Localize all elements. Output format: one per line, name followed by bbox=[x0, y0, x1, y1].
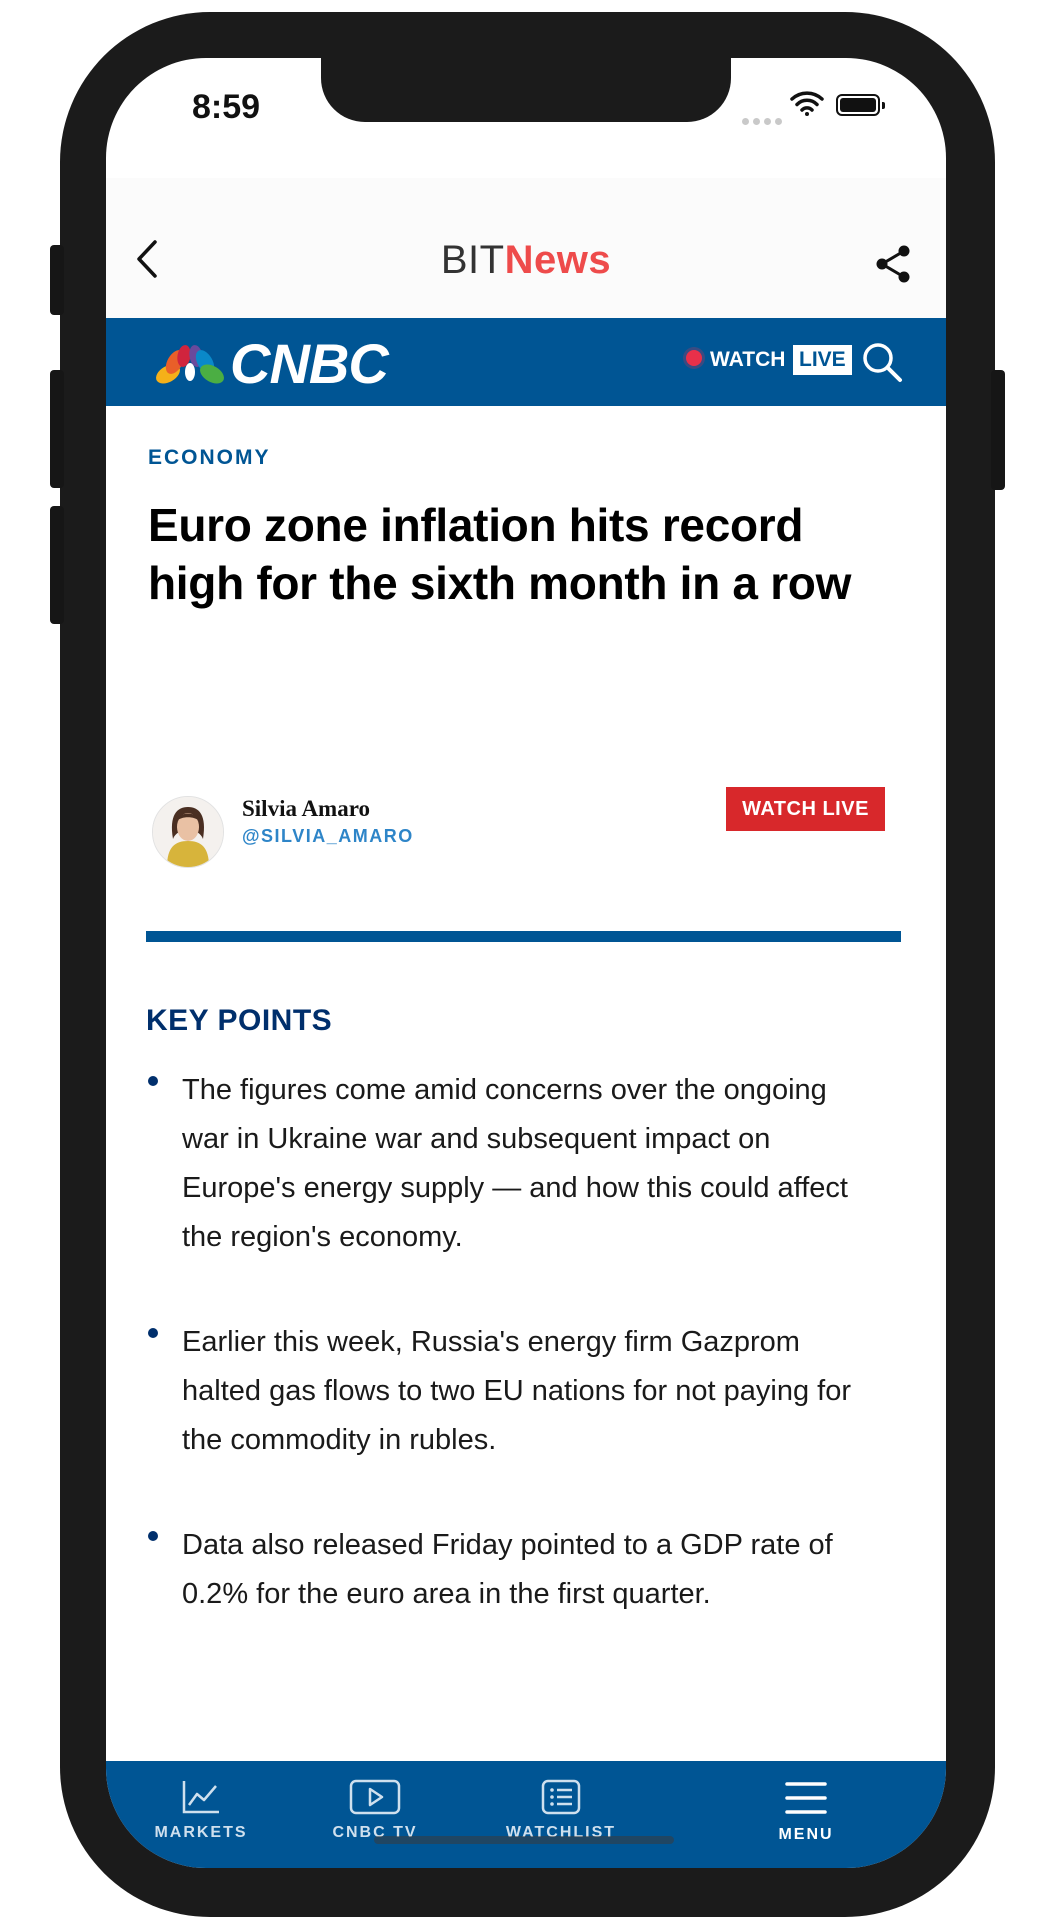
bullet-icon bbox=[148, 1328, 158, 1338]
nbc-peacock-icon bbox=[156, 345, 224, 384]
author-avatar[interactable] bbox=[152, 796, 224, 868]
key-points-title: KEY POINTS bbox=[146, 1004, 333, 1037]
nav-markets-label: MARKETS bbox=[154, 1824, 248, 1841]
power-button bbox=[991, 370, 1005, 490]
brand-part-bit: BIT bbox=[440, 238, 505, 282]
live-indicator-dot bbox=[686, 350, 702, 366]
app-brand-title: BITNews bbox=[106, 238, 946, 283]
volume-down-button bbox=[50, 506, 64, 624]
header-live-badge[interactable]: LIVE bbox=[793, 345, 852, 375]
play-video-icon bbox=[349, 1779, 401, 1815]
battery-icon bbox=[836, 94, 885, 116]
article-category[interactable]: ECONOMY bbox=[148, 446, 271, 469]
key-point-text: Data also released Friday pointed to a G… bbox=[182, 1529, 833, 1610]
key-point-text: The figures come amid concerns over the … bbox=[182, 1074, 848, 1253]
list-icon bbox=[541, 1779, 581, 1815]
cnbc-logo[interactable]: CNBC bbox=[230, 332, 389, 395]
key-point-item: Earlier this week, Russia's energy firm … bbox=[146, 1318, 866, 1465]
key-point-text: Earlier this week, Russia's energy firm … bbox=[182, 1326, 851, 1456]
home-indicator[interactable] bbox=[374, 1836, 674, 1844]
nav-menu-label: MENU bbox=[778, 1826, 834, 1843]
volume-up-button bbox=[50, 370, 64, 488]
key-points-list: The figures come amid concerns over the … bbox=[146, 1066, 866, 1675]
watch-live-button[interactable]: WATCH LIVE bbox=[726, 787, 885, 831]
notch bbox=[321, 58, 731, 122]
wifi-icon bbox=[790, 91, 824, 116]
author-photo bbox=[153, 797, 223, 867]
screen: 8:59 BITNews bbox=[106, 58, 946, 1868]
author-name[interactable]: Silvia Amaro bbox=[242, 796, 371, 821]
cnbc-header: CNBC WATCH LIVE bbox=[106, 318, 946, 406]
mute-switch bbox=[50, 245, 64, 315]
bullet-icon bbox=[148, 1531, 158, 1541]
author-handle[interactable]: @SILVIA_AMARO bbox=[242, 826, 414, 846]
bottom-navigation: MARKETS CNBC TV WATCHLIST MEN bbox=[106, 1761, 946, 1868]
key-point-item: The figures come amid concerns over the … bbox=[146, 1066, 866, 1262]
nav-menu[interactable]: MENU bbox=[746, 1779, 866, 1844]
brand-part-news: News bbox=[504, 238, 612, 282]
section-divider bbox=[146, 931, 901, 942]
bullet-icon bbox=[148, 1076, 158, 1086]
article-headline: Euro zone inflation hits record high for… bbox=[148, 499, 852, 609]
status-time: 8:59 bbox=[192, 88, 261, 126]
back-arrow-icon[interactable] bbox=[136, 240, 158, 278]
key-point-item: Data also released Friday pointed to a G… bbox=[146, 1521, 866, 1619]
header-watch-label[interactable]: WATCH bbox=[710, 348, 786, 371]
signal-icon bbox=[742, 112, 786, 130]
hamburger-menu-icon bbox=[785, 1782, 827, 1814]
nav-cnbc-tv[interactable]: CNBC TV bbox=[310, 1779, 440, 1842]
nav-watchlist[interactable]: WATCHLIST bbox=[486, 1779, 636, 1842]
search-icon[interactable] bbox=[860, 340, 904, 384]
app-bar: BITNews bbox=[106, 178, 946, 318]
share-icon[interactable] bbox=[874, 244, 912, 284]
chart-line-icon bbox=[182, 1781, 219, 1814]
nav-markets[interactable]: MARKETS bbox=[136, 1779, 266, 1842]
